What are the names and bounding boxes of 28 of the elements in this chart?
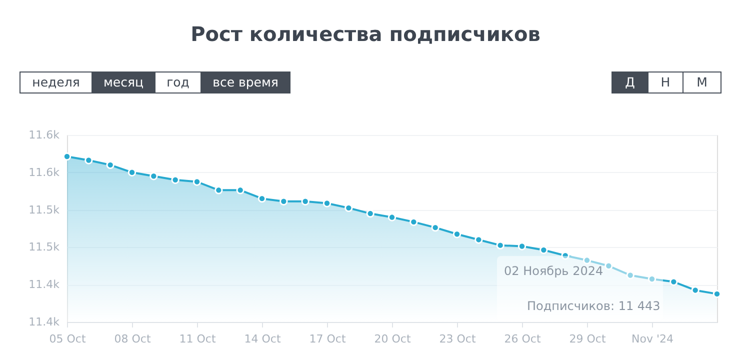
x-tick-label: 26 Oct bbox=[504, 332, 542, 346]
text: Д bbox=[625, 74, 636, 90]
x-tick-label: 29 Oct bbox=[569, 332, 606, 346]
x-tick-label: 20 Oct bbox=[374, 332, 412, 346]
chart-title: Рост количества подписчиков bbox=[190, 22, 540, 46]
text: Н bbox=[660, 74, 670, 90]
text: год bbox=[166, 74, 190, 90]
y-tick-label: 11.4k bbox=[28, 316, 60, 328]
annotation: 02 Ноябрь 2024 bbox=[504, 264, 604, 278]
annotation: Подписчиков: 11 443 bbox=[527, 299, 660, 313]
text: неделя bbox=[32, 74, 80, 90]
x-tick-label: 23 Oct bbox=[439, 332, 476, 346]
x-tick-label: 14 Oct bbox=[244, 332, 282, 346]
y-tick-label: 11.6k bbox=[28, 128, 60, 142]
y-tick-label: 11.4k bbox=[28, 278, 60, 292]
point bbox=[366, 209, 374, 218]
x-tick-label: 05 Oct bbox=[49, 332, 86, 346]
y-tick-label: 11.6k bbox=[28, 166, 60, 179]
text: М bbox=[696, 74, 708, 90]
text: месяц bbox=[103, 74, 144, 90]
text: все время bbox=[212, 74, 278, 90]
y-tick-label: 11.5k bbox=[28, 203, 60, 216]
x-tick-label: 17 Oct bbox=[309, 332, 346, 346]
x-tick-label: 08 Oct bbox=[114, 332, 152, 346]
y-tick-label: 11.5k bbox=[28, 240, 60, 254]
point bbox=[150, 172, 158, 180]
x-tick-label: Nov '24 bbox=[632, 332, 674, 346]
x-tick-label: 11 Oct bbox=[179, 332, 216, 346]
